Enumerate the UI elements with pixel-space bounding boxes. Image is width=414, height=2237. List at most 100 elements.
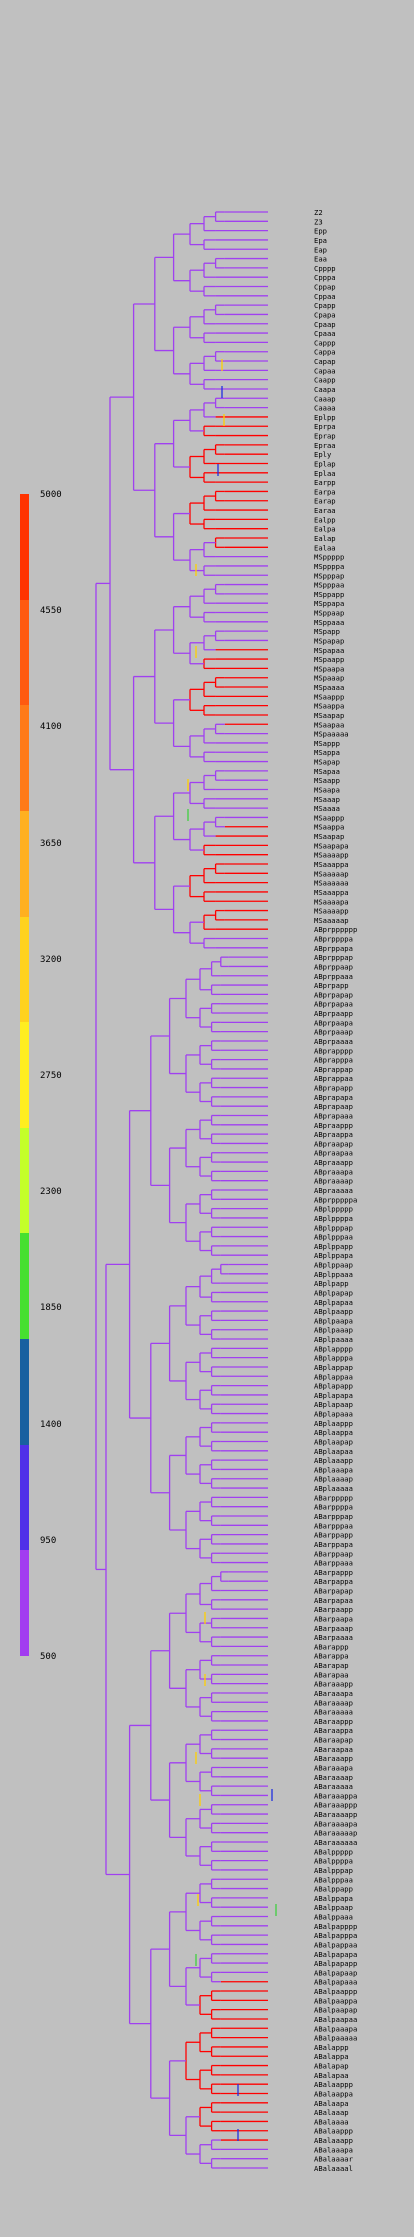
leaf-label: ABplapapp (314, 1382, 353, 1391)
leaf-label: MSaappp (314, 692, 344, 701)
leaf-label: MSpaaaa (314, 683, 344, 692)
leaf-label: MSpaaaaa (314, 730, 349, 739)
leaf-label: ABplpppap (314, 1223, 353, 1232)
leaf-label: ABaraapaa (314, 1745, 353, 1754)
leaf-label: ABalaappp (314, 2127, 353, 2136)
leaf-label: MSaaaaap (314, 869, 349, 878)
leaf-label: ABalpapapp (314, 1959, 357, 1968)
leaf-label: ABarpappa (314, 1577, 353, 1586)
leaf-label: ABaraaaap (314, 1698, 353, 1707)
leaf-label: ABalappa (314, 2052, 349, 2061)
leaf-label: ABalpapapa (314, 1950, 357, 1959)
leaf-label: ABarppaaa (314, 1559, 353, 1568)
leaf-label: ABalpapppa (314, 1931, 357, 1940)
leaf-label: Epraa (314, 441, 336, 450)
color-legend: 5000 4550 4100 3650 3200 2750 2300 1850 1400 950 5… (0, 0, 90, 2237)
legend-tick-label: 4550 (40, 606, 62, 617)
legend-band (20, 1022, 29, 1128)
leaf-label: ABaraaaapa (314, 1819, 357, 1828)
leaf-label: MSppppa (314, 562, 344, 571)
leaf-label: ABplaappp (314, 1419, 353, 1428)
leaf-label: Earap (314, 497, 336, 506)
leaf-label: ABarappp (314, 1642, 349, 1651)
leaf-label: ABprpaaap (314, 1028, 353, 1037)
legend-tick-label: 5000 (40, 490, 62, 500)
leaf-label: ABplapaaa (314, 1410, 353, 1419)
leaf-label: ABplaaapa (314, 1465, 353, 1474)
leaf-label: ABplppppp (314, 1205, 353, 1214)
leaf-label: ABpraaaap (314, 1177, 353, 1186)
leaf-label: ABplaapap (314, 1437, 353, 1446)
leaf-label: ABaraaaaa (314, 1708, 353, 1717)
leaf-label: ABprapaap (314, 1102, 353, 1111)
leaf-label: Caapa (314, 385, 336, 394)
leaf-label: MSpppap (314, 571, 344, 580)
leaf-label: Eap (314, 245, 327, 254)
leaf-label: ABplpaaap (314, 1326, 353, 1335)
leaf-label: ABarpaapp (314, 1605, 353, 1614)
leaf-label: MSaaaapa (314, 897, 349, 906)
leaf-label: Cappp (314, 338, 336, 347)
leaf-label: ABplapppa (314, 1354, 353, 1363)
leaf-label: ABalppppp (314, 1847, 353, 1856)
legend-band (20, 1444, 29, 1551)
leaf-label: ABplapppp (314, 1344, 353, 1353)
leaf-label: ABprapaaa (314, 1111, 353, 1120)
leaf-label: ABprpapap (314, 990, 353, 999)
leaf-label: Ealap (314, 534, 336, 543)
leaf-label: Cpppa (314, 273, 336, 282)
leaf-label: ABprappap (314, 1065, 353, 1074)
leaf-label: ABalapaa (314, 2071, 349, 2080)
leaf-label: ABpraappp (314, 1121, 353, 1130)
leaf-label: ABplppapa (314, 1251, 353, 1260)
leaf-label: ABalpappaa (314, 1940, 357, 1949)
legend-tick-label: 500 (40, 1652, 57, 1662)
leaf-label: ABprpaapp (314, 1009, 353, 1018)
leaf-label: MSpapap (314, 636, 344, 645)
leaf-label: ABalaaap (314, 2108, 349, 2117)
leaf-label: ABalpapppp (314, 1922, 357, 1931)
leaf-label: ABalaaaar (314, 2155, 354, 2164)
leaf-label: ABpraaapa (314, 1167, 353, 1176)
leaf-label: MSpaapp (314, 655, 344, 664)
leaf-label: ABaraaaap (314, 1773, 353, 1782)
leaf-label: Earaa (314, 506, 336, 515)
leaf-label: Z2 (314, 208, 323, 217)
leaf-label: Ealaa (314, 543, 336, 552)
leaf-label: ABarappa (314, 1652, 349, 1661)
leaf-label: MSaaap (314, 795, 340, 804)
leaf-label: ABalaaapa (314, 2145, 353, 2154)
leaf-label: ABprppaaa (314, 972, 353, 981)
leaf-label: ABalaappp (314, 2080, 353, 2089)
leaf-label: ABarapaa (314, 1670, 349, 1679)
leaf-label: ABpraappa (314, 1130, 353, 1139)
leaf-label: ABprpaaaa (314, 1037, 353, 1046)
leaf-label: ABplapaap (314, 1400, 353, 1409)
leaf-label: ABplaappa (314, 1428, 353, 1437)
leaf-label: ABprppapa (314, 944, 353, 953)
leaf-label: MSppaaa (314, 618, 344, 627)
leaf-label: ABalpppap (314, 1866, 353, 1875)
leaf-label: ABpraapap (314, 1139, 353, 1148)
leaf-label: Cpaaa (314, 329, 336, 338)
leaf-label: ABalaapa (314, 2099, 349, 2108)
leaf-label: ABarppapp (314, 1531, 353, 1540)
legend-band (20, 1550, 29, 1656)
leaf-label: MSaapap (314, 832, 344, 841)
leaf-label: ABplpaapa (314, 1316, 353, 1325)
leaf-label: Cppap (314, 283, 336, 292)
leaf-label: Cppaa (314, 292, 336, 301)
leaf-label: ABarppaap (314, 1549, 353, 1558)
leaf-label: ABprapppp (314, 1046, 353, 1055)
leaf-label: MSppapa (314, 599, 344, 608)
leaf-label: Eply (314, 450, 332, 459)
leaf-label: Caaap (314, 394, 336, 403)
leaf-label: ABplpapaa (314, 1298, 353, 1307)
leaf-label: MSaaappa (314, 860, 349, 869)
leaf-label: ABpraaapp (314, 1158, 353, 1167)
leaf-label: ABaraaaaa (314, 1782, 353, 1791)
leaf-label: Ealpa (314, 525, 336, 534)
leaf-label: MSaaaaap (314, 916, 349, 925)
legend-band (20, 916, 29, 1023)
leaf-label: Eprap (314, 432, 336, 441)
